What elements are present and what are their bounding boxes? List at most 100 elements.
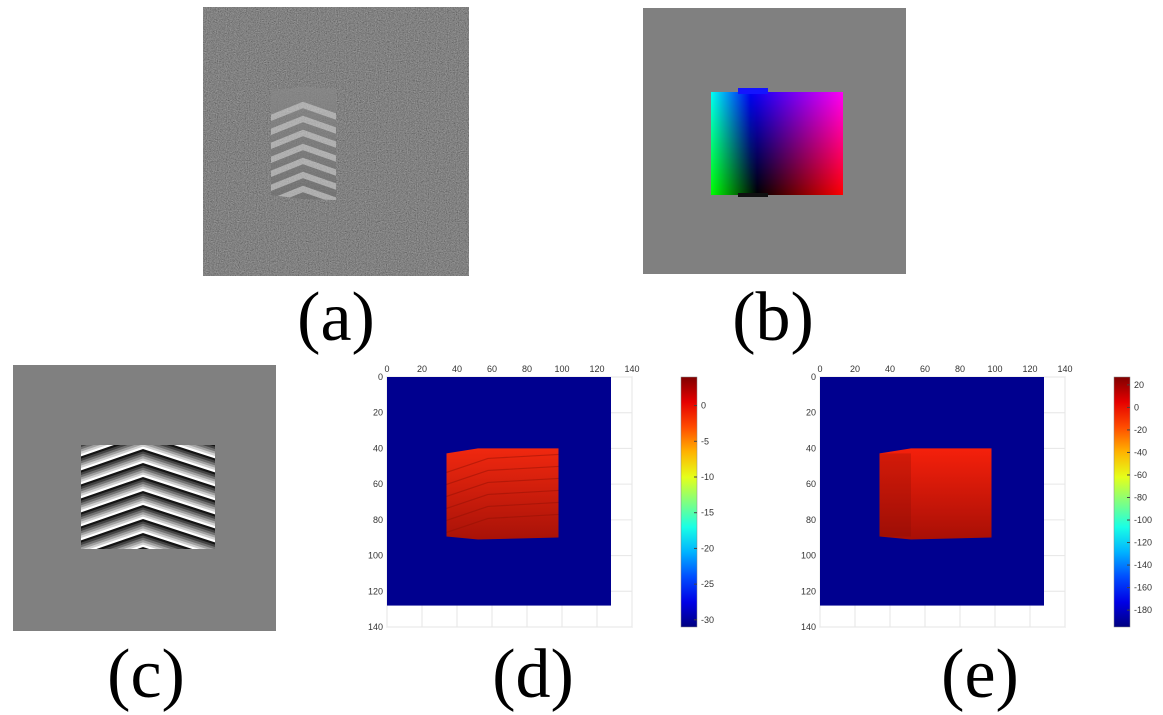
wrapped-phase-image	[13, 365, 276, 631]
wrapped-band	[81, 521, 215, 548]
x-tick-label: 80	[522, 364, 532, 374]
shadow-band	[879, 453, 911, 537]
wrapped-band	[81, 493, 215, 520]
wrapped-band	[81, 470, 215, 497]
wrapped-band	[81, 445, 215, 471]
y-tick-label: 80	[806, 515, 816, 525]
x-tick-label: 120	[589, 364, 604, 374]
y-tick-label: 60	[373, 479, 383, 489]
colorbar-tick-label: -25	[701, 579, 714, 589]
x-tick-label: 140	[624, 364, 639, 374]
chart-d: 0 20 40 60 80 100 120 140 0 20 40 60 80 100 120 140 0 -5 -…	[360, 358, 720, 648]
colorbar-tick-label: -60	[1134, 470, 1147, 480]
wrapped-band	[81, 467, 215, 494]
wrapped-band	[81, 463, 215, 490]
wrapped-band	[81, 519, 215, 546]
colorbar-tick-label: -180	[1134, 605, 1152, 615]
wrapped-band	[81, 491, 215, 518]
wrapped-band	[81, 498, 215, 525]
wrapped-band	[123, 542, 164, 549]
x-tick-label: 0	[817, 364, 822, 374]
wrapped-band	[81, 509, 215, 536]
contour-band	[446, 453, 559, 473]
y-tick-label: 0	[811, 372, 816, 382]
x-tick-label: 80	[955, 364, 965, 374]
colorbar-tick-label: 0	[1134, 402, 1139, 412]
colorbar-tick-label: -20	[1134, 425, 1147, 435]
wrapped-band	[81, 445, 215, 466]
colorbar	[680, 376, 698, 628]
wrapped-band	[82, 528, 207, 549]
noisy-fringe-image	[203, 7, 469, 276]
colorbar-tick-label: -20	[701, 543, 714, 553]
wrapped-band	[137, 547, 150, 549]
y-tick-label: 20	[373, 408, 383, 418]
y-tick-label: 20	[806, 408, 816, 418]
heatmap-e: 0 20 40 60 80 100 120 140 0 20 40 60 80 100 120 140 20 0 -…	[801, 364, 1152, 632]
wrapped-band	[81, 505, 215, 532]
caption-a: (a)	[297, 279, 375, 356]
wrapped-band	[81, 472, 215, 499]
y-tick-label: 40	[373, 443, 383, 453]
colorbar-tick-label: -5	[701, 436, 709, 446]
y-tick-label: 140	[368, 622, 383, 632]
wrapped-band	[81, 526, 214, 549]
x-tick-label: 20	[417, 364, 427, 374]
wrapped-fringes	[81, 445, 215, 549]
colorbar	[1113, 376, 1131, 628]
contour-band	[446, 513, 559, 533]
y-tick-label: 0	[378, 372, 383, 382]
x-tick-label: 40	[885, 364, 895, 374]
colorbar-tick-label: -140	[1134, 560, 1152, 570]
panel-a-image	[203, 7, 469, 276]
heatmap-object	[879, 448, 992, 540]
contour-band	[446, 477, 559, 497]
x-tick-label: 60	[487, 364, 497, 374]
wrapped-band	[81, 486, 215, 513]
y-tick-label: 60	[806, 479, 816, 489]
phase-object	[711, 88, 843, 197]
wrapped-band	[81, 451, 215, 478]
x-tick-label: 120	[1022, 364, 1037, 374]
wrapped-band	[130, 544, 157, 549]
colorbar-tick-label: 0	[701, 401, 706, 411]
color-phase-map-image	[643, 8, 906, 274]
y-tick-label: 100	[801, 551, 816, 561]
y-tick-label: 120	[801, 586, 816, 596]
wrapped-band	[81, 484, 215, 511]
colorbar-tick-label: -40	[1134, 447, 1147, 457]
wrapped-band	[81, 488, 215, 515]
caption-b: (b)	[732, 279, 814, 356]
wrapped-band	[81, 514, 215, 541]
colorbar-tick-label: -15	[701, 508, 714, 518]
wrapped-band	[81, 449, 215, 476]
y-tick-label: 80	[373, 515, 383, 525]
x-tick-label: 40	[452, 364, 462, 374]
wrapped-band	[81, 507, 215, 534]
y-tick-label: 100	[368, 551, 383, 561]
chart-e: 0 20 40 60 80 100 120 140 0 20 40 60 80 100 120 140 20 0 -…	[793, 358, 1163, 648]
contour-band	[446, 465, 559, 485]
y-tick-label: 140	[801, 622, 816, 632]
colorbar-tick-label: -80	[1134, 492, 1147, 502]
wrapped-band	[81, 502, 215, 529]
colorbar-tick-label: -100	[1134, 515, 1152, 525]
contour-band	[446, 501, 559, 521]
caption-c: (c)	[107, 636, 185, 713]
colorbar-tick-label: -30	[701, 615, 714, 625]
panel-b-image	[643, 8, 906, 274]
x-tick-label: 0	[384, 364, 389, 374]
wrapped-band	[81, 477, 215, 504]
colorbar-tick-label: -10	[701, 472, 714, 482]
wrapped-band	[81, 516, 215, 543]
wrapped-band	[81, 458, 215, 485]
wrapped-band	[81, 453, 215, 480]
wrapped-band	[81, 446, 215, 473]
y-tick-label: 40	[806, 443, 816, 453]
wrapped-band	[81, 445, 215, 462]
wrapped-band	[81, 474, 215, 501]
contour-band	[446, 489, 559, 509]
x-tick-label: 100	[987, 364, 1002, 374]
caption-e: (e)	[941, 636, 1019, 713]
panel-c-image	[13, 365, 276, 631]
